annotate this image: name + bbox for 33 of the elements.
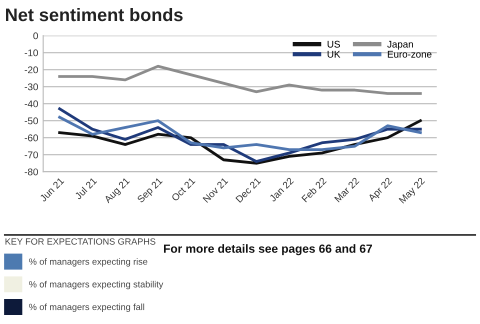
- y-tick-label: -10: [24, 49, 38, 56]
- legend-label: Japan: [387, 40, 413, 50]
- x-tick-label: Dec 21: [235, 177, 262, 203]
- line-series: [58, 116, 422, 151]
- y-tick-label: -80: [24, 168, 38, 176]
- legend-label: US: [328, 40, 340, 48]
- y-tick-label: -20: [24, 66, 38, 74]
- legend-label: Euro-zone: [388, 50, 432, 58]
- text: % of managers expecting fall: [29, 304, 144, 312]
- text: For more details see pages 66 and 67: [164, 244, 372, 256]
- y-tick-label: -50: [24, 117, 38, 124]
- y-tick-label: 0: [33, 32, 38, 40]
- x-tick-label: Apr 22: [368, 177, 394, 204]
- x-tick-label: Aug 21: [104, 177, 132, 205]
- y-tick-label: -70: [24, 151, 38, 158]
- y-tick-label: -60: [24, 134, 38, 142]
- text: % of managers expecting rise: [29, 258, 148, 267]
- x-tick-label: Jul 21: [74, 176, 98, 200]
- y-tick-label: -30: [24, 83, 38, 90]
- x-tick-label: Sep 21: [136, 177, 164, 204]
- x-tick-label: Feb 22: [301, 176, 327, 202]
- line-series: [58, 64, 422, 95]
- text: % of managers expecting stability: [29, 280, 164, 290]
- legend-label: UK: [328, 50, 340, 58]
- y-tick-label: -40: [24, 100, 38, 108]
- x-tick-label: Oct 21: [171, 177, 196, 202]
- x-tick-label: Jun 21: [39, 177, 64, 202]
- x-tick-label: May 22: [398, 177, 426, 205]
- x-tick-label: Mar 22: [334, 177, 360, 202]
- text: KEY FOR EXPECTATIONS GRAPHS: [6, 238, 156, 245]
- x-tick-label: Nov 21: [202, 177, 228, 203]
- x-tick-label: Jan 22: [268, 177, 294, 202]
- chart-title: Net sentiment bonds: [6, 8, 183, 22]
